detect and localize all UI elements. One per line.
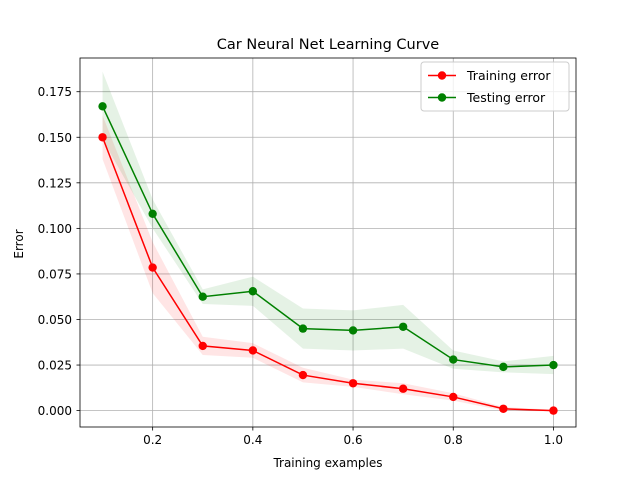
legend-label-testing: Testing error: [466, 90, 546, 105]
testing-error-point: [499, 362, 508, 372]
y-tick-label: 0.075: [38, 267, 72, 281]
testing-error-point: [298, 324, 308, 333]
confidence-bands: [102, 71, 554, 412]
training-error-point: [449, 392, 458, 402]
testing-error-point: [398, 322, 408, 331]
training-error-point: [198, 341, 207, 351]
training-error-point: [549, 406, 558, 415]
series-lines: [101, 105, 554, 412]
training-error-point: [499, 404, 508, 413]
testing-error-point: [98, 102, 107, 111]
training-error-point: [348, 379, 358, 388]
testing-error-point: [248, 287, 258, 296]
training-error-point: [148, 263, 157, 272]
testing-error-band: [102, 71, 554, 375]
training-error-point: [248, 346, 258, 355]
legend-marker-training: [437, 71, 447, 80]
legend: Training error Testing error: [420, 61, 570, 112]
testing-error-point: [198, 292, 207, 301]
training-error-line: [101, 136, 554, 412]
testing-error-line: [101, 105, 554, 368]
testing-error-point: [449, 355, 458, 364]
testing-error-point: [549, 360, 558, 370]
testing-error-point: [148, 209, 157, 218]
x-tick-label: 0.6: [344, 433, 363, 447]
y-tick-label: 0.125: [38, 176, 72, 190]
training-error-point: [298, 370, 308, 380]
legend-label-training: Training error: [466, 68, 551, 83]
x-tick-label: 1.0: [544, 433, 563, 447]
training-error-point: [398, 384, 408, 393]
x-tick-label: 0.4: [243, 433, 262, 447]
training-error-point: [98, 133, 107, 142]
axis-ticks: 0.2 0.4 0.6 0.8 1.0 0.000 0.025 0.050 0.075 0.100…: [38, 85, 563, 447]
y-tick-label: 0.150: [38, 131, 72, 145]
y-tick-label: 0.175: [38, 85, 72, 99]
y-axis-title: Error: [12, 229, 26, 258]
y-tick-label: 0.100: [38, 222, 72, 236]
legend-box: [420, 61, 570, 112]
legend-marker-testing: [437, 93, 447, 102]
y-tick-label: 0.025: [38, 359, 72, 373]
y-tick-label: 0.000: [38, 404, 72, 418]
grid-layer: [80, 58, 576, 427]
series-markers: [98, 102, 558, 415]
x-axis-title: Training examples: [272, 456, 382, 470]
plot-frame: [79, 57, 577, 428]
x-tick-label: 0.2: [143, 433, 162, 447]
y-tick-label: 0.050: [38, 313, 72, 327]
chart-title: Car Neural Net Learning Curve: [217, 37, 439, 53]
x-tick-label: 0.8: [444, 433, 463, 447]
testing-error-point: [348, 326, 358, 335]
